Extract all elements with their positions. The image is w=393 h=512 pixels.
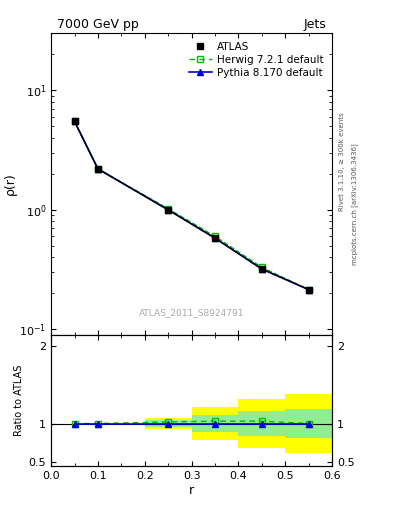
Y-axis label: Ratio to ATLAS: Ratio to ATLAS <box>15 365 24 436</box>
Text: Rivet 3.1.10, ≥ 300k events: Rivet 3.1.10, ≥ 300k events <box>339 113 345 211</box>
Text: Jets: Jets <box>304 18 327 31</box>
Legend: ATLAS, Herwig 7.2.1 default, Pythia 8.170 default: ATLAS, Herwig 7.2.1 default, Pythia 8.17… <box>186 38 327 81</box>
Text: ATLAS_2011_S8924791: ATLAS_2011_S8924791 <box>139 308 244 317</box>
Text: mcplots.cern.ch [arXiv:1306.3436]: mcplots.cern.ch [arXiv:1306.3436] <box>352 143 358 265</box>
Y-axis label: ρ(r): ρ(r) <box>4 173 17 196</box>
X-axis label: r: r <box>189 483 194 497</box>
Text: 7000 GeV pp: 7000 GeV pp <box>57 18 138 31</box>
